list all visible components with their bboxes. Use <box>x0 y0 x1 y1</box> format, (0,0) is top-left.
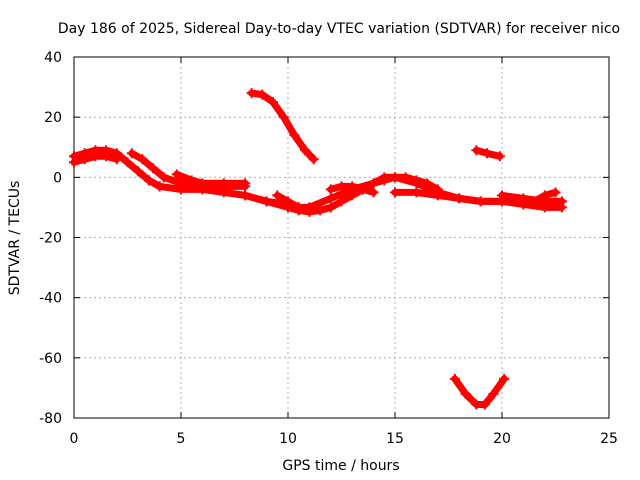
data-point <box>246 88 257 99</box>
data-point <box>499 373 510 384</box>
data-point <box>497 190 507 201</box>
data-point <box>69 157 79 168</box>
data-point <box>101 151 112 162</box>
series-arc-7 <box>273 191 313 214</box>
data-point <box>197 178 208 189</box>
data-point <box>293 202 304 213</box>
data-point <box>379 175 390 186</box>
data-point <box>218 187 229 198</box>
data-point <box>347 181 358 192</box>
data-point <box>390 172 400 183</box>
data-point <box>482 148 493 159</box>
data-point <box>539 190 550 201</box>
data-point <box>336 196 347 207</box>
data-point <box>176 184 186 195</box>
data-point <box>368 187 379 198</box>
data-point <box>518 199 529 210</box>
data-point <box>325 202 336 213</box>
y-tick-label: -20 <box>39 231 62 247</box>
data-point <box>357 184 368 195</box>
data-point <box>336 181 347 192</box>
data-point <box>488 388 499 399</box>
data-point <box>550 187 561 198</box>
x-tick-labels: 0 5 10 15 20 25 <box>70 431 618 447</box>
data-point <box>529 196 540 207</box>
x-tick-label: 25 <box>600 431 618 447</box>
data-point <box>240 178 251 189</box>
data-point <box>278 112 289 123</box>
grid <box>74 57 609 418</box>
y-tick-label: 40 <box>44 50 62 66</box>
y-tick-label: -40 <box>39 291 62 307</box>
data-point <box>325 184 336 195</box>
data-point <box>460 388 471 399</box>
x-tick-label: 0 <box>70 431 79 447</box>
data-point <box>390 187 400 198</box>
data-point <box>261 196 272 207</box>
data-point <box>454 193 465 204</box>
data-point <box>471 399 482 410</box>
data-point <box>494 151 505 162</box>
y-tick-label: -60 <box>39 351 62 367</box>
data-point <box>308 154 319 165</box>
data-point <box>186 175 197 186</box>
data-point <box>283 196 293 207</box>
data-point <box>154 181 165 192</box>
data-point <box>449 373 460 384</box>
x-tick-label: 10 <box>279 431 297 447</box>
series-arc-9 <box>305 173 442 211</box>
y-tick-label: 0 <box>53 170 62 186</box>
data-series <box>69 88 567 410</box>
data-point <box>111 154 122 165</box>
data-point <box>432 190 443 201</box>
x-tick-label: 15 <box>386 431 404 447</box>
data-point <box>240 190 251 201</box>
data-point <box>556 196 567 207</box>
data-point <box>79 154 90 165</box>
data-point <box>368 178 379 189</box>
data-point <box>148 163 159 174</box>
x-tick-label: 20 <box>493 431 511 447</box>
data-point <box>257 89 268 100</box>
series-arc-5 <box>173 170 249 187</box>
data-point <box>289 130 300 141</box>
series-arc-13 <box>519 188 559 208</box>
data-point <box>411 187 422 198</box>
data-point <box>171 169 182 180</box>
data-point <box>126 148 137 159</box>
chart-title: Day 186 of 2025, Sidereal Day-to-day VTE… <box>58 21 620 37</box>
data-point <box>411 175 422 186</box>
data-point <box>272 190 283 201</box>
y-tick-label: -80 <box>39 411 62 427</box>
data-point <box>315 205 326 216</box>
data-point <box>90 151 101 162</box>
data-point <box>400 172 411 183</box>
data-point <box>471 145 482 156</box>
data-point <box>479 399 490 410</box>
data-point <box>158 172 169 183</box>
data-point <box>475 196 486 207</box>
data-point <box>137 154 148 165</box>
data-point <box>422 178 433 189</box>
y-tick-labels: -80 -60 -40 -20 0 20 40 <box>39 50 62 427</box>
y-tick-label: 20 <box>44 110 62 126</box>
x-axis-label: GPS time / hours <box>282 458 399 474</box>
y-axis-label: SDTVAR / TECUs <box>7 181 23 296</box>
data-point <box>268 97 279 108</box>
data-point <box>325 193 336 204</box>
data-point <box>218 178 229 189</box>
data-point <box>300 145 311 156</box>
data-point <box>304 202 315 213</box>
data-point <box>122 157 133 168</box>
series-arc-15 <box>451 375 508 408</box>
data-point <box>133 166 144 177</box>
axis-ticks <box>73 56 610 419</box>
data-point <box>143 175 154 186</box>
x-tick-label: 5 <box>177 431 186 447</box>
